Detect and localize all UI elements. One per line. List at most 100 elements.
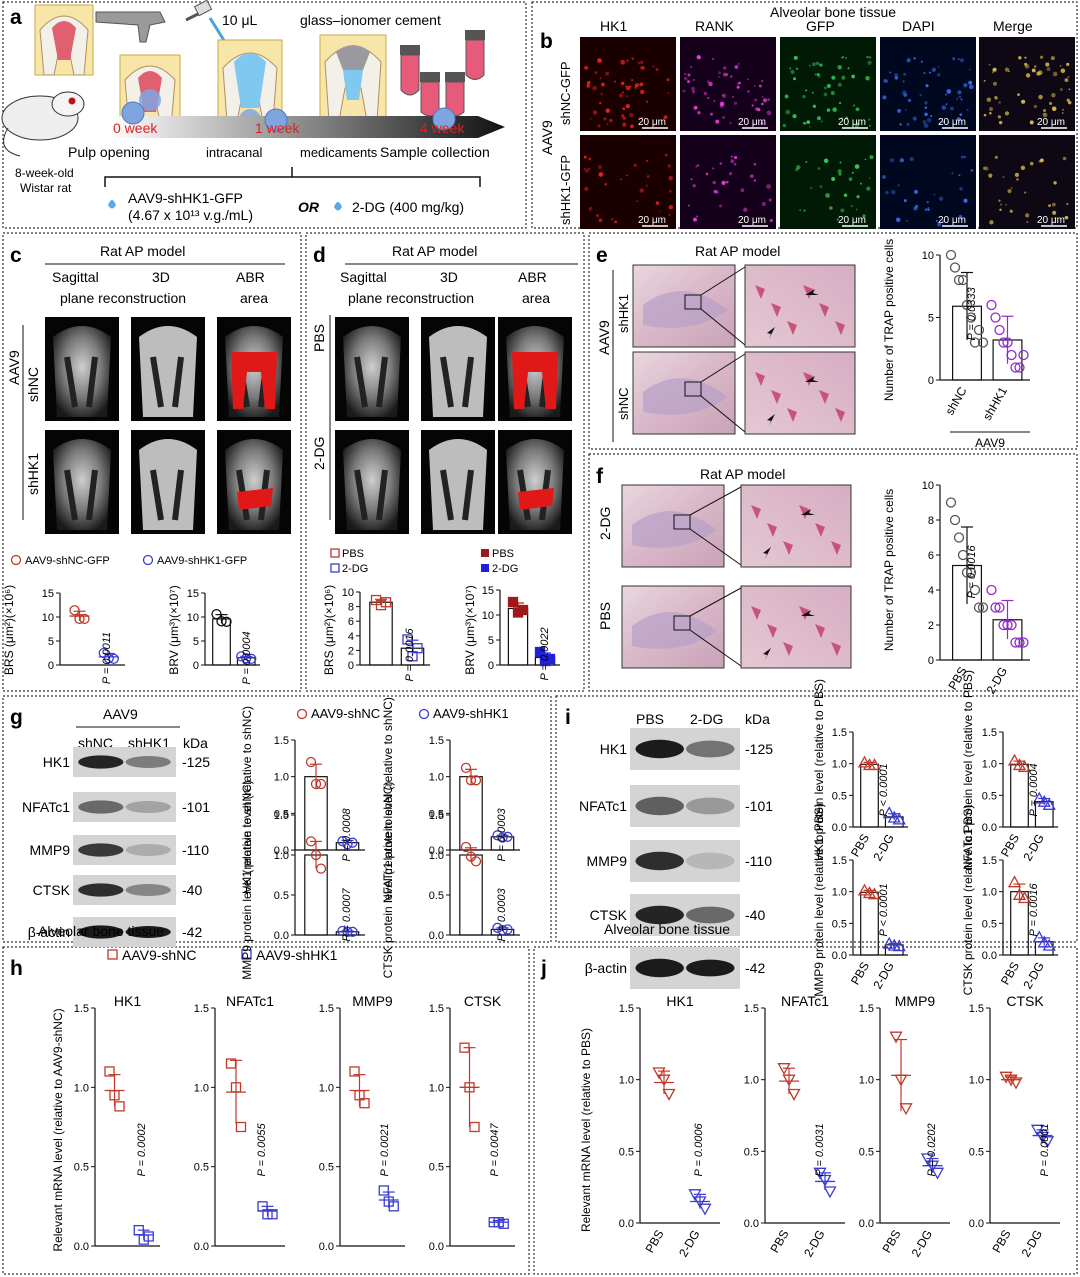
data-point: [470, 775, 482, 786]
y-axis-label: Number of TRAP positive cells: [882, 239, 896, 401]
y-tick-label: 0.0: [832, 950, 847, 962]
y-tick-label: 8: [348, 602, 354, 614]
legend-h-shnc: AAV9-shNC: [122, 947, 196, 963]
y-tick-label: 1.0: [429, 850, 444, 862]
panel-a-schematic: 10 μL glass–ionomer cement: [1, 0, 505, 223]
histology-image: [621, 585, 852, 669]
data-point: [470, 856, 482, 867]
y-tick-label: 1.0: [859, 1075, 874, 1087]
chart-g-nfatc1: 0.0 0.5 1.0 1.5 NFATc1 protein level (relati…: [381, 697, 520, 903]
chart-title: NFATc1: [226, 993, 274, 1009]
blot-protein-label: HK1: [600, 741, 627, 757]
blot-size-label: -110: [745, 853, 772, 869]
y-axis-label: NFATc1 protein level (relative to shNC): [381, 697, 395, 903]
channel-dapi: DAPI: [902, 18, 935, 34]
chart-j-nfatc1: 0.0 0.5 1.0 1.5 PBS 2-DG NFATc1 P = 0.0031: [744, 993, 845, 1259]
y-tick-label: 2: [348, 645, 354, 657]
panel-f-row1: 2-DG: [597, 507, 613, 540]
y-tick-label: 0.5: [74, 1162, 89, 1174]
data-point: [652, 1067, 666, 1080]
data-point: [342, 838, 353, 850]
data-point: [103, 653, 114, 664]
y-tick-label: 0.5: [194, 1162, 209, 1174]
blot-protein-label: NFATc1: [22, 799, 70, 815]
data-point: [994, 324, 1005, 336]
y-tick-label: 0.5: [274, 890, 289, 902]
x-tick-label: PBS: [998, 960, 1022, 988]
p-value-label: P = 0.0016: [966, 545, 978, 599]
data-point: [464, 1082, 475, 1093]
y-tick-label: 1.5: [859, 1003, 874, 1015]
chart-h-ctsk: 0.0 0.5 1.0 1.5 CTSK P = 0.0047: [429, 993, 515, 1253]
data-point: [961, 299, 973, 311]
data-point: [965, 312, 977, 323]
y-axis-label: BRS (μm²)(×10⁶): [322, 585, 336, 675]
data-point: [1014, 637, 1025, 648]
channel-hk1: HK1: [600, 18, 627, 34]
data-point: [990, 602, 1001, 613]
bar: [860, 763, 879, 828]
p-value-label: P = 0.0003: [496, 888, 508, 942]
y-axis-label: CTSK protein level (relative to shNC): [381, 782, 395, 979]
fluorescence-image: 20 μm: [880, 37, 976, 131]
blot-strip: CTSK -40: [590, 894, 765, 936]
scale-bar-label: 20 μm: [1037, 215, 1065, 226]
data-point: [1007, 875, 1022, 888]
data-point: [109, 1090, 120, 1101]
y-tick-label: 0.5: [969, 1146, 984, 1158]
chart-h-mmp9: 0.0 0.5 1.0 1.5 MMP9 P = 0.0021: [319, 993, 405, 1253]
y-axis-label: NFATc1 protein level (relative to PBS): [961, 670, 975, 870]
y-tick-label: 0.0: [982, 950, 997, 962]
y-tick-label: 0: [928, 375, 934, 387]
panel-c-row2: shHK1: [25, 453, 41, 495]
histology-image: [621, 484, 852, 568]
tooth-illustration-4: [319, 34, 387, 122]
data-point: [986, 584, 997, 596]
data-point: [378, 1185, 389, 1196]
y-tick-label: 1.5: [274, 735, 289, 747]
microct-image: [217, 430, 291, 534]
chart-j-ctsk: 0.0 0.5 1.0 1.5 PBS 2-DG CTSK P = 0.0001: [969, 993, 1060, 1259]
y-tick-label: 0.5: [832, 790, 847, 802]
data-point: [412, 643, 423, 654]
data-point: [342, 926, 353, 937]
data-point: [79, 613, 90, 625]
y-tick-label: 6: [928, 550, 934, 562]
y-tick-label: 1.0: [832, 887, 847, 899]
p-value-label: P = 0.0016: [404, 628, 416, 682]
y-axis-label: HK1 protein level (relative to shNC): [240, 706, 254, 894]
x-tick-label: 2-DG: [1020, 960, 1046, 992]
lane-i-2: 2-DG: [690, 711, 723, 727]
y-tick-label: 1.5: [429, 810, 444, 822]
data-point: [892, 939, 906, 952]
scale-bar-label: 20 μm: [938, 117, 966, 128]
chart-title: HK1: [666, 993, 693, 1009]
y-axis-label: BRV (μm³)(×10⁷): [463, 585, 477, 674]
panel-g-group: AAV9: [103, 706, 138, 722]
y-tick-label: 0.0: [619, 1218, 634, 1230]
bar: [1010, 763, 1029, 828]
x-group-label: AAV9: [975, 436, 1005, 450]
legend-g-shhk1: AAV9-shHK1: [433, 706, 509, 721]
data-point: [460, 762, 472, 774]
x-tick-label: PBS: [989, 1228, 1013, 1256]
y-tick-label: 1.0: [744, 1075, 759, 1087]
blot-size-label: -42: [745, 960, 765, 976]
p-value-label: P = 0.0007: [341, 888, 353, 942]
y-tick-label: 0.5: [982, 790, 997, 802]
data-point: [492, 922, 503, 933]
p-value-label: P = 0.0021: [379, 1123, 391, 1176]
y-tick-label: 0.5: [619, 1146, 634, 1158]
y-tick-label: 0: [193, 660, 199, 672]
fluorescence-image: 20 μm: [680, 135, 776, 229]
panel-label-b: b: [540, 30, 553, 53]
microct-image: [131, 317, 205, 421]
scale-bar-label: 20 μm: [1037, 117, 1065, 128]
y-tick-label: 5: [193, 636, 199, 648]
panel-label-f: f: [596, 465, 604, 488]
chart-title: MMP9: [352, 993, 393, 1009]
y-tick-label: 0.5: [429, 1162, 444, 1174]
data-point: [782, 1074, 796, 1087]
y-tick-label: 1.5: [832, 727, 847, 739]
